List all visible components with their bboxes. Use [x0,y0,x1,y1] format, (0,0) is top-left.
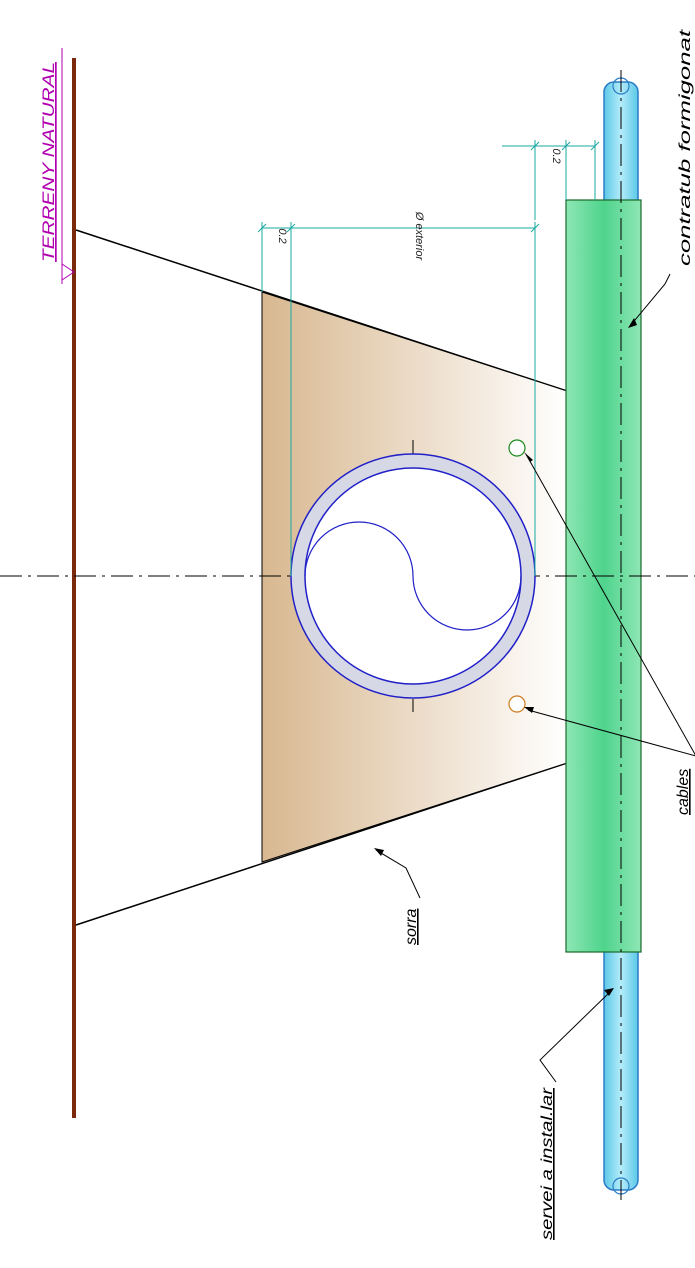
cable-green [508,439,526,457]
dimension-lines [257,140,600,576]
dim-02-right: 0.2 [550,148,562,163]
cable-orange [508,695,526,713]
arrowhead-sorra [374,848,384,856]
label-servei-a-installar: servei a instal.lar [539,1087,556,1240]
terrain-marker-triangle [61,263,75,281]
pipe-inner-s-curve [304,521,522,631]
arrowhead-cable-orange [524,707,534,713]
label-sorra: sorra [403,908,420,945]
dim-02-left: 0.2 [276,228,288,243]
dim-exterior: Ø exterior [413,211,425,262]
arrowhead-contratub [628,318,637,328]
label-cables: cables [675,769,692,815]
leader-lines [375,273,695,1083]
arrowhead-servei [604,988,614,996]
label-contratub-formigonat: contratub formigonat [677,29,694,266]
label-terreny-natural: TERRENY NATURAL [39,62,58,262]
arrowhead-cable-green [524,452,533,462]
